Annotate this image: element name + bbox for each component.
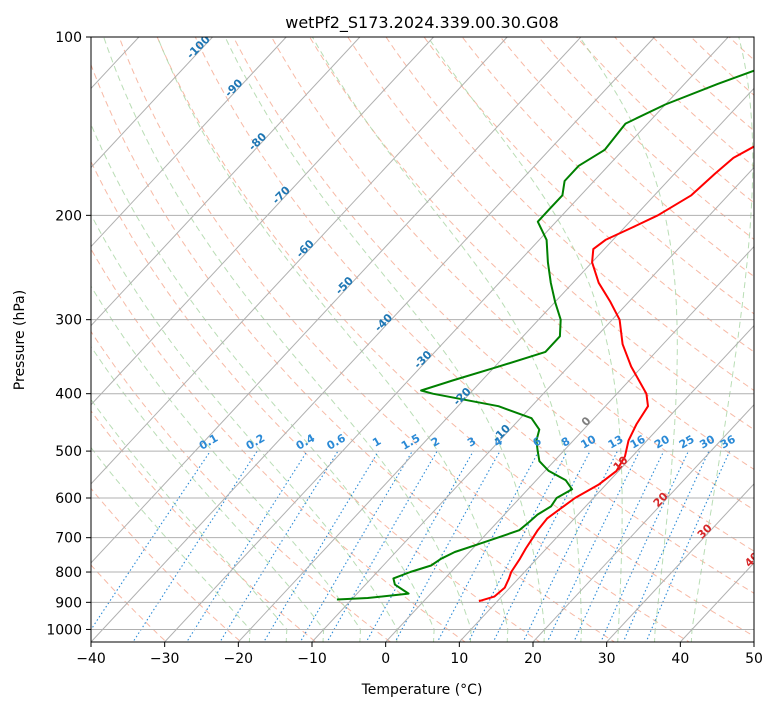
dry-adiabat-line <box>91 487 242 642</box>
x-tick-label: −10 <box>297 651 327 667</box>
dry-adiabat-line <box>347 37 754 431</box>
x-tick-label: 30 <box>598 651 616 667</box>
moist-adiabat-line <box>103 37 472 642</box>
axes: −40 −30 −20 −10 0 10 20 30 40 50 100 200 300 400 500 60… <box>46 30 763 667</box>
y-tick-label: 600 <box>55 491 82 507</box>
isotherm-line <box>91 37 582 564</box>
isotherm-line <box>532 404 754 642</box>
isotherm-line <box>311 166 754 642</box>
profile-series <box>336 69 754 603</box>
isotherm-label: 40 <box>742 549 762 569</box>
isotherm-line <box>237 87 754 642</box>
dry-adiabat-line <box>194 37 754 594</box>
y-tick-label: 400 <box>55 387 82 403</box>
isotherm-line <box>91 37 287 248</box>
temperature-line <box>478 145 754 603</box>
dry-adiabat-line <box>91 248 466 642</box>
x-tick-label: 10 <box>450 651 468 667</box>
y-tick-label: 100 <box>55 30 82 46</box>
x-tick-label: −40 <box>76 651 106 667</box>
dry-adiabat-line <box>271 37 754 511</box>
y-tick-label: 200 <box>55 208 82 224</box>
x-tick-label: 40 <box>671 651 689 667</box>
x-tick-label: 50 <box>745 651 763 667</box>
x-tick-label: −20 <box>224 651 254 667</box>
moist-adiabat-line <box>578 37 678 642</box>
isotherm-line <box>164 37 729 642</box>
moist-adiabat-line <box>427 37 623 642</box>
dry-adiabat-line <box>385 37 754 392</box>
x-axis-label: Temperature (°C) <box>361 682 483 698</box>
isotherm-line <box>91 37 434 406</box>
plot-frame <box>90 36 755 643</box>
isotherm-line <box>91 37 508 485</box>
dry-adiabat-line <box>91 63 616 642</box>
y-tick-label: 1000 <box>46 622 82 638</box>
moist-adiabat-line <box>224 37 546 642</box>
y-axis-label: Pressure (hPa) <box>12 290 28 390</box>
moist-adiabat-line <box>156 37 509 642</box>
dry-adiabat-line <box>156 37 754 637</box>
dry-adiabat-line <box>91 330 392 642</box>
y-tick-label: 900 <box>55 595 82 611</box>
y-tick-label: 300 <box>55 313 82 329</box>
isotherm-line <box>91 37 361 327</box>
isotherm-line <box>91 37 213 169</box>
pressure-gridlines <box>91 37 754 630</box>
dry-adiabat-line <box>91 410 317 642</box>
x-tick-label: 20 <box>524 651 542 667</box>
moist-adiabat-line <box>91 446 251 642</box>
moist-adiabat-line <box>690 37 754 642</box>
dewpoint-line <box>336 69 754 601</box>
isotherm-line <box>385 245 754 642</box>
y-tick-label: 500 <box>55 444 82 460</box>
dry-adiabat-line <box>91 564 168 642</box>
dry-adiabat-line <box>118 37 691 642</box>
moist-adiabat-line <box>91 345 325 642</box>
y-tick-label: 800 <box>55 565 82 581</box>
x-tick-label: 0 <box>381 651 390 667</box>
isotherm-line <box>91 37 655 642</box>
isotherm-line <box>458 324 754 642</box>
moist-adiabat-line <box>311 37 582 642</box>
moist-adiabat-line <box>91 213 398 642</box>
chart-title: wetPf2_S173.2024.339.00.30.G08 <box>285 13 559 33</box>
moist-adiabat-line <box>91 398 288 642</box>
isotherm-line <box>606 483 754 642</box>
y-tick-label: 700 <box>55 531 82 547</box>
dry-adiabat-line <box>423 37 754 353</box>
x-tick-label: −30 <box>150 651 180 667</box>
